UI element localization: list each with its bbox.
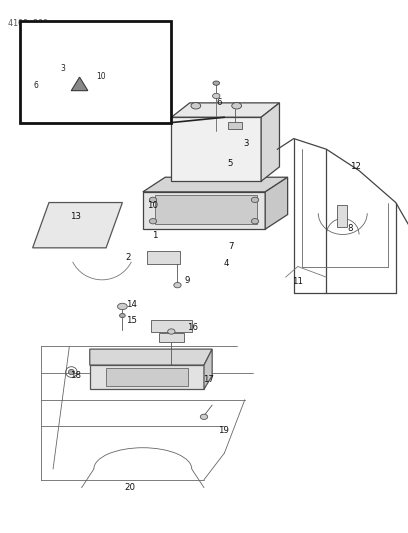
Polygon shape xyxy=(261,103,279,181)
Bar xyxy=(155,195,257,224)
Ellipse shape xyxy=(251,219,259,224)
Polygon shape xyxy=(33,203,122,248)
Text: 13: 13 xyxy=(70,213,81,221)
Text: 12: 12 xyxy=(350,162,361,171)
Ellipse shape xyxy=(120,313,125,318)
Ellipse shape xyxy=(69,369,74,375)
Text: 4: 4 xyxy=(224,260,229,268)
Ellipse shape xyxy=(174,282,181,288)
Ellipse shape xyxy=(168,329,175,334)
Ellipse shape xyxy=(232,102,242,109)
Ellipse shape xyxy=(149,197,157,203)
Bar xyxy=(151,320,192,332)
Bar xyxy=(159,333,184,342)
Text: 10: 10 xyxy=(148,201,158,209)
Ellipse shape xyxy=(213,81,220,85)
Bar xyxy=(147,251,180,264)
Ellipse shape xyxy=(251,197,259,203)
Polygon shape xyxy=(90,365,204,389)
Ellipse shape xyxy=(149,219,157,224)
Polygon shape xyxy=(171,117,261,181)
Text: 11: 11 xyxy=(292,277,302,286)
Text: 9: 9 xyxy=(184,277,190,285)
Polygon shape xyxy=(171,103,279,117)
Text: 14: 14 xyxy=(126,301,137,309)
Bar xyxy=(228,122,242,129)
Polygon shape xyxy=(265,177,288,229)
Text: 10: 10 xyxy=(96,72,106,81)
Text: 1: 1 xyxy=(152,231,158,240)
Text: 6: 6 xyxy=(217,98,222,107)
Text: 8: 8 xyxy=(347,224,353,232)
Ellipse shape xyxy=(191,102,201,109)
Text: 5: 5 xyxy=(228,159,233,168)
Text: 16: 16 xyxy=(187,324,198,332)
Polygon shape xyxy=(143,192,265,229)
Text: 3: 3 xyxy=(243,140,249,148)
Text: 15: 15 xyxy=(126,317,137,325)
Ellipse shape xyxy=(200,414,208,419)
Text: 7: 7 xyxy=(228,243,234,251)
Text: 2: 2 xyxy=(126,253,131,262)
Polygon shape xyxy=(71,77,88,91)
Bar xyxy=(106,368,188,386)
Ellipse shape xyxy=(213,93,220,99)
Text: 6: 6 xyxy=(33,81,38,90)
Text: 19: 19 xyxy=(218,426,229,434)
Ellipse shape xyxy=(118,303,127,310)
Text: 3: 3 xyxy=(61,64,66,73)
Text: 17: 17 xyxy=(203,375,213,384)
Bar xyxy=(337,205,347,227)
Text: 20: 20 xyxy=(124,483,135,492)
Text: 4108 300: 4108 300 xyxy=(8,19,48,28)
Polygon shape xyxy=(90,349,212,365)
Bar xyxy=(20,21,171,123)
Polygon shape xyxy=(204,349,212,389)
Text: 18: 18 xyxy=(70,372,81,380)
Polygon shape xyxy=(143,177,288,192)
